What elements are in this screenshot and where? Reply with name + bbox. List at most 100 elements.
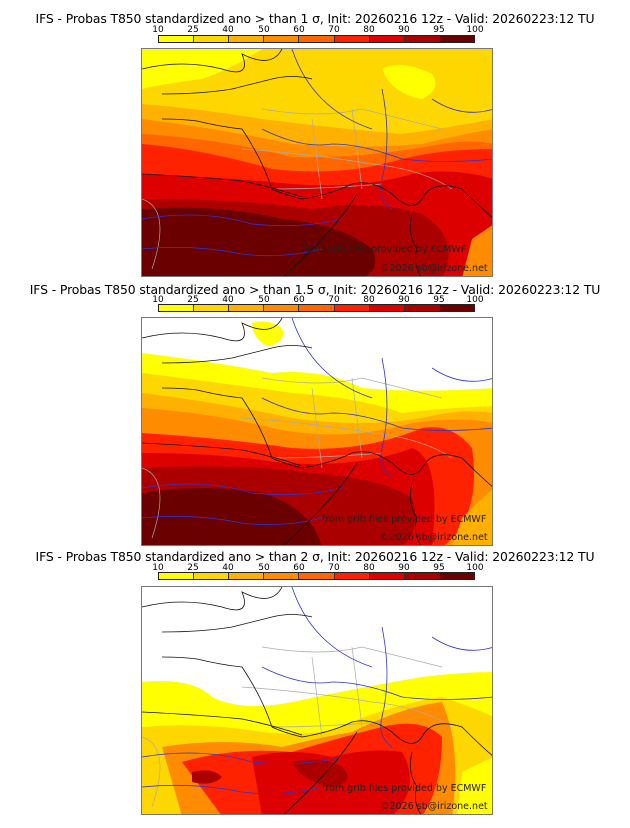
colorbar-segment bbox=[334, 36, 370, 42]
colorbar bbox=[158, 35, 475, 43]
border-line bbox=[351, 108, 363, 190]
river-line bbox=[291, 318, 373, 399]
border-line bbox=[142, 198, 161, 270]
coastline bbox=[142, 173, 303, 198]
colorbar-tick: 10 bbox=[152, 25, 164, 35]
colorbar-segment bbox=[439, 36, 474, 42]
river-line bbox=[142, 784, 323, 795]
probability-band bbox=[142, 207, 376, 276]
colorbar-tick: 25 bbox=[187, 563, 199, 573]
credit-copyright: ©2026 sb@irizone.net bbox=[380, 801, 488, 812]
colorbar-segment bbox=[229, 573, 265, 579]
colorbar-tick: 70 bbox=[328, 25, 340, 35]
colorbar-segment bbox=[404, 305, 440, 311]
probability-band bbox=[292, 759, 348, 787]
border-line bbox=[241, 417, 453, 459]
colorbar-segment bbox=[229, 36, 265, 42]
panel-title: IFS - Probas T850 standardized ano > tha… bbox=[35, 11, 595, 26]
border-line bbox=[311, 118, 323, 200]
colorbar-segment bbox=[194, 36, 230, 42]
border-line bbox=[261, 646, 443, 668]
colorbar-tick: 60 bbox=[293, 295, 305, 305]
river-line bbox=[142, 246, 323, 257]
colorbar-tick: 25 bbox=[187, 25, 199, 35]
colorbar-ticks: 10 25 40 50 60 70 80 90 95 100 bbox=[0, 563, 630, 573]
colorbar-tick: 10 bbox=[152, 295, 164, 305]
probability-band bbox=[382, 65, 436, 99]
colorbar-segment bbox=[229, 305, 265, 311]
border-line bbox=[351, 646, 363, 728]
colorbar-segment bbox=[299, 573, 335, 579]
probability-map: from grib files provided by ECMWF ©2026 … bbox=[141, 317, 493, 546]
coastline bbox=[161, 76, 313, 95]
border-line bbox=[311, 387, 323, 469]
colorbar-tick: 80 bbox=[363, 563, 375, 573]
coastline bbox=[142, 318, 283, 342]
coastline bbox=[161, 387, 492, 487]
colorbar-tick: 80 bbox=[363, 295, 375, 305]
coastline bbox=[161, 656, 492, 756]
credit-source: from grib files provided by ECMWF bbox=[322, 783, 487, 794]
border-line bbox=[271, 721, 383, 728]
colorbar-tick: 95 bbox=[433, 25, 445, 35]
coastline bbox=[409, 482, 422, 545]
credit-source: from grib files provided by ECMWF bbox=[322, 514, 487, 525]
river-line bbox=[431, 367, 492, 382]
river-line bbox=[261, 128, 492, 162]
map-canvas bbox=[142, 587, 492, 814]
river-line bbox=[142, 483, 343, 496]
panel-title: IFS - Probas T850 standardized ano > tha… bbox=[35, 549, 595, 564]
colorbar-segment bbox=[159, 573, 195, 579]
coastline bbox=[283, 731, 358, 814]
colorbar-segment bbox=[439, 305, 474, 311]
colorbar-segment bbox=[299, 305, 335, 311]
colorbar-tick: 50 bbox=[258, 295, 270, 305]
river-line bbox=[142, 214, 343, 227]
colorbar-tick: 80 bbox=[363, 25, 375, 35]
colorbar-tick: 95 bbox=[433, 295, 445, 305]
border-line bbox=[271, 183, 383, 190]
probability-map: from grib files provided by ECMWF ©2026 … bbox=[141, 48, 493, 277]
colorbar-tick: 70 bbox=[328, 295, 340, 305]
border-line bbox=[261, 108, 443, 130]
border-line bbox=[142, 736, 161, 808]
river-line bbox=[261, 666, 492, 700]
border-line bbox=[241, 148, 453, 190]
probability-band bbox=[457, 757, 492, 814]
probability-band bbox=[252, 321, 283, 346]
coastline bbox=[142, 442, 303, 467]
colorbar-tick: 90 bbox=[398, 563, 410, 573]
colorbar bbox=[158, 304, 475, 312]
colorbar-segment bbox=[264, 36, 300, 42]
map-canvas bbox=[142, 49, 492, 276]
colorbar-segment bbox=[369, 573, 405, 579]
colorbar-tick: 60 bbox=[293, 25, 305, 35]
colorbar-tick: 50 bbox=[258, 563, 270, 573]
probability-band bbox=[462, 225, 492, 276]
colorbar-tick: 50 bbox=[258, 25, 270, 35]
border-line bbox=[311, 656, 323, 738]
colorbar-tick: 90 bbox=[398, 25, 410, 35]
credit-copyright: ©2026 sb@irizone.net bbox=[380, 263, 488, 274]
coastline bbox=[161, 345, 313, 364]
colorbar-segment bbox=[369, 305, 405, 311]
coastline bbox=[161, 614, 313, 633]
colorbar-tick: 40 bbox=[222, 295, 234, 305]
probability-band bbox=[452, 489, 492, 545]
colorbar-ticks: 10 25 40 50 60 70 80 90 95 100 bbox=[0, 295, 630, 305]
border-line bbox=[142, 467, 161, 539]
colorbar-ticks: 10 25 40 50 60 70 80 90 95 100 bbox=[0, 25, 630, 35]
river-line bbox=[142, 515, 323, 526]
colorbar-segment bbox=[264, 573, 300, 579]
colorbar-segment bbox=[159, 305, 195, 311]
panel-2: IFS - Probas T850 standardized ano > tha… bbox=[0, 282, 630, 546]
colorbar-tick: 100 bbox=[466, 295, 484, 305]
colorbar-segment bbox=[404, 36, 440, 42]
colorbar-tick: 40 bbox=[222, 25, 234, 35]
colorbar-tick: 25 bbox=[187, 295, 199, 305]
credit-copyright: ©2026 sb@irizone.net bbox=[380, 532, 488, 543]
colorbar-segment bbox=[159, 36, 195, 42]
colorbar-segment bbox=[334, 573, 370, 579]
river-line bbox=[431, 98, 492, 113]
